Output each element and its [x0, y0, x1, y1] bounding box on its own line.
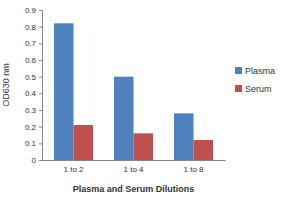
x-tick-label: 1 to 8 — [183, 165, 204, 174]
y-tick: 0.9 — [25, 6, 42, 15]
legend-swatch — [235, 67, 242, 74]
y-tick-label: 0 — [32, 156, 37, 165]
y-tick-mark — [39, 77, 42, 78]
legend-item: Serum — [235, 84, 272, 94]
bar — [194, 140, 214, 160]
y-axis: 0 0.1 0.2 0.3 0.4 0.5 0.6 0.7 0.8 0.9 — [25, 6, 43, 165]
legend-label: Plasma — [245, 66, 275, 76]
y-tick-label: 0.7 — [25, 39, 37, 48]
y-tick-label: 0.9 — [25, 6, 37, 15]
plot: 0 0.1 0.2 0.3 0.4 0.5 0.6 0.7 0.8 0.9 1 to 2 1 to 4… — [25, 6, 226, 174]
y-tick-label: 0.8 — [25, 23, 37, 32]
y-tick-label: 0.5 — [25, 73, 37, 82]
y-tick: 0.7 — [25, 39, 42, 48]
y-tick: 0.6 — [25, 56, 42, 65]
x-tick-label: 1 to 2 — [63, 165, 84, 174]
y-tick: 0.8 — [25, 23, 42, 32]
y-axis-title: OD630 nm — [1, 63, 11, 107]
y-tick-mark — [39, 143, 42, 144]
x-tick: 1 to 4 — [123, 160, 144, 174]
y-tick-label: 0.4 — [25, 89, 37, 98]
x-axis-line — [43, 160, 226, 161]
legend-label: Serum — [245, 84, 272, 94]
y-tick: 0.5 — [25, 73, 42, 82]
chart: 0 0.1 0.2 0.3 0.4 0.5 0.6 0.7 0.8 0.9 1 to 2 1 to 4… — [0, 0, 300, 200]
y-tick-mark — [39, 43, 42, 44]
bar — [174, 113, 194, 160]
bar — [114, 77, 134, 160]
bar — [134, 133, 154, 160]
legend-swatch — [235, 85, 242, 92]
y-tick: 0.3 — [25, 106, 42, 115]
y-tick-mark — [39, 93, 42, 94]
x-tick-label: 1 to 4 — [123, 165, 144, 174]
y-tick: 0.2 — [25, 123, 42, 132]
y-tick-label: 0.6 — [25, 56, 37, 65]
x-axis: 1 to 2 1 to 4 1 to 8 — [43, 160, 226, 174]
y-tick: 0 — [32, 156, 42, 165]
x-tick: 1 to 8 — [183, 160, 204, 174]
y-tick-mark — [39, 60, 42, 61]
bars — [54, 23, 213, 160]
legend: Plasma Serum — [235, 66, 275, 94]
y-tick: 0.1 — [25, 139, 42, 148]
x-axis-title: Plasma and Serum Dilutions — [73, 184, 195, 194]
y-tick-label: 0.1 — [25, 139, 37, 148]
bar — [54, 23, 74, 160]
x-tick: 1 to 2 — [63, 160, 84, 174]
y-axis-line — [39, 11, 43, 161]
y-tick: 0.4 — [25, 89, 42, 98]
y-tick-mark — [39, 160, 42, 161]
y-tick-mark — [39, 127, 42, 128]
bar — [74, 125, 94, 160]
y-tick-label: 0.3 — [25, 106, 37, 115]
legend-item: Plasma — [235, 66, 275, 76]
y-tick-label: 0.2 — [25, 123, 37, 132]
y-tick-mark — [39, 27, 42, 28]
y-tick-mark — [39, 110, 42, 111]
y-tick-mark — [39, 10, 42, 11]
